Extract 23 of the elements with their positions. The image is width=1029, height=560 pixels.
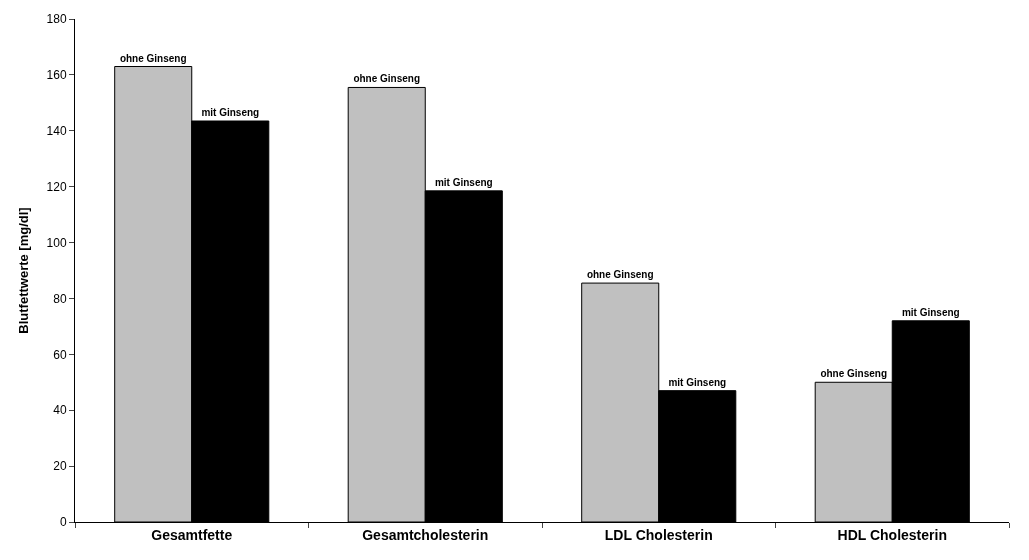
- text: mit Ginseng: [434, 176, 493, 188]
- y-tick-label: 20: [53, 459, 67, 474]
- text: ohne Ginseng: [119, 52, 187, 64]
- x-tick-label: LDL Cholesterin: [604, 526, 713, 543]
- y-tick-label: 100: [46, 235, 67, 250]
- text: mit Ginseng: [901, 306, 960, 318]
- y-tick-label: 180: [46, 12, 67, 27]
- y-tick-label: 80: [53, 291, 67, 306]
- text: ohne Ginseng: [586, 269, 654, 281]
- text: mit Ginseng: [668, 376, 727, 388]
- y-tick-label: 60: [53, 347, 67, 362]
- y-tick-label: 120: [46, 179, 67, 194]
- x-tick-label: HDL Cholesterin: [837, 526, 947, 543]
- y-tick-label: 140: [46, 123, 67, 138]
- series-label: ohne Ginseng: [353, 73, 421, 85]
- series-label: mit Ginseng: [201, 107, 260, 118]
- text: ohne Ginseng: [820, 368, 888, 380]
- y-axis-title: Blutfettwerte [mg/dl]: [15, 207, 31, 334]
- y-tick-label: 40: [53, 403, 67, 418]
- y-tick-label: 0: [59, 515, 67, 530]
- x-tick-label: Gesamtcholesterin: [362, 526, 489, 543]
- y-tick-label: 160: [46, 68, 67, 83]
- x-tick-label: Gesamtfette: [151, 526, 233, 543]
